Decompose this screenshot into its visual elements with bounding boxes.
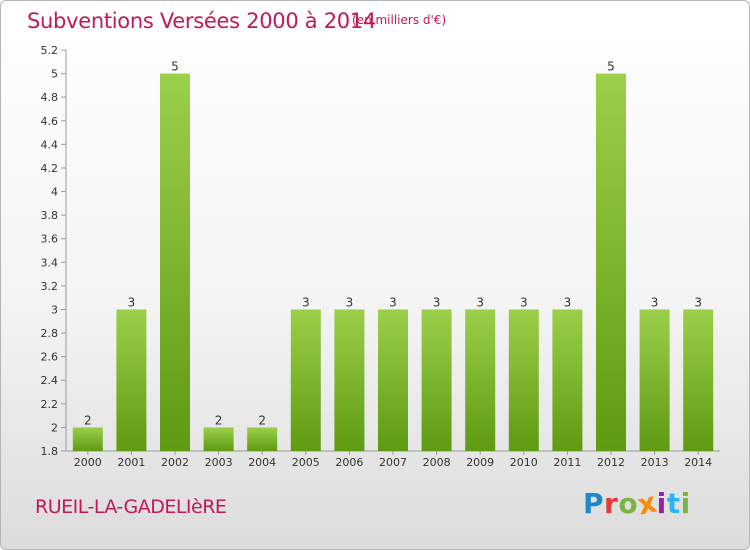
- y-tick-label: 2.4: [41, 374, 59, 387]
- chart-title: Subventions Versées 2000 à 2014: [27, 9, 376, 33]
- bar-value-label: 3: [346, 295, 354, 309]
- proxiti-logo[interactable]: Proxiti: [583, 485, 691, 521]
- bar: [247, 427, 278, 451]
- bar: [116, 309, 147, 451]
- y-tick-label: 2.8: [41, 327, 59, 340]
- x-tick-label: 2003: [205, 456, 233, 469]
- bar: [421, 309, 452, 451]
- bar: [290, 309, 321, 451]
- y-tick-label: 4.8: [41, 91, 59, 104]
- x-tick-label: 2013: [641, 456, 669, 469]
- bar-value-label: 3: [694, 295, 702, 309]
- bar: [683, 309, 714, 451]
- y-tick-label: 2.2: [41, 398, 59, 411]
- x-tick-label: 2014: [684, 456, 712, 469]
- bar: [596, 73, 626, 452]
- y-tick-label: 2: [51, 421, 58, 434]
- bar: [72, 427, 103, 451]
- x-tick-label: 2005: [292, 456, 320, 469]
- bar-value-label: 3: [651, 295, 659, 309]
- unit-note: (en milliers d'€): [352, 13, 447, 27]
- bar-value-label: 3: [389, 295, 397, 309]
- bar-value-label: 2: [84, 413, 92, 427]
- x-tick-label: 2001: [117, 456, 145, 469]
- x-tick-label: 2011: [553, 456, 581, 469]
- x-tick-label: 2010: [510, 456, 538, 469]
- logo-letter: r: [604, 487, 619, 520]
- bar-value-label: 3: [302, 295, 310, 309]
- y-tick-label: 3.8: [41, 209, 59, 222]
- x-tick-label: 2006: [335, 456, 363, 469]
- logo-letter: o: [618, 487, 639, 520]
- bar-value-label: 2: [258, 413, 266, 427]
- bar-value-label: 5: [607, 60, 615, 74]
- bar-value-label: 2: [215, 413, 223, 427]
- y-tick-label: 4.4: [41, 138, 59, 151]
- bar: [334, 309, 365, 451]
- x-tick-label: 2008: [423, 456, 451, 469]
- y-tick-label: 3.6: [41, 233, 59, 246]
- bar-value-label: 3: [128, 295, 136, 309]
- x-tick-label: 2009: [466, 456, 494, 469]
- y-tick-label: 4: [51, 186, 58, 199]
- bar-value-label: 3: [476, 295, 484, 309]
- y-tick-label: 5: [51, 68, 58, 81]
- bar: [203, 427, 234, 451]
- bar: [465, 309, 496, 451]
- logo-letter: t: [666, 487, 681, 520]
- bar: [378, 309, 408, 451]
- y-tick-label: 4.2: [41, 162, 59, 175]
- x-tick-label: 2004: [248, 456, 276, 469]
- bar-value-label: 3: [564, 295, 572, 309]
- x-tick-label: 2002: [161, 456, 189, 469]
- logo-letter: i: [680, 487, 691, 520]
- commune-name: RUEIL-LA-GADELIèRE: [35, 496, 227, 518]
- x-tick-label: 2012: [597, 456, 625, 469]
- y-tick-label: 4.6: [41, 115, 59, 128]
- bar-value-label: 3: [433, 295, 441, 309]
- y-tick-label: 3.4: [41, 256, 59, 269]
- bar: [639, 309, 670, 451]
- y-tick-label: 1.8: [41, 445, 59, 458]
- logo-letter: i: [656, 487, 667, 520]
- bar-value-label: 5: [171, 60, 179, 74]
- y-tick-label: 3.2: [41, 280, 59, 293]
- logo-letter: P: [583, 487, 605, 520]
- bar: [552, 309, 583, 451]
- bar: [508, 309, 539, 451]
- bar: [160, 73, 190, 452]
- y-tick-label: 3: [51, 303, 58, 316]
- x-tick-label: 2000: [74, 456, 102, 469]
- y-tick-label: 5.2: [41, 44, 59, 57]
- y-tick-label: 2.6: [41, 351, 59, 364]
- x-tick-label: 2007: [379, 456, 407, 469]
- bar-value-label: 3: [520, 295, 528, 309]
